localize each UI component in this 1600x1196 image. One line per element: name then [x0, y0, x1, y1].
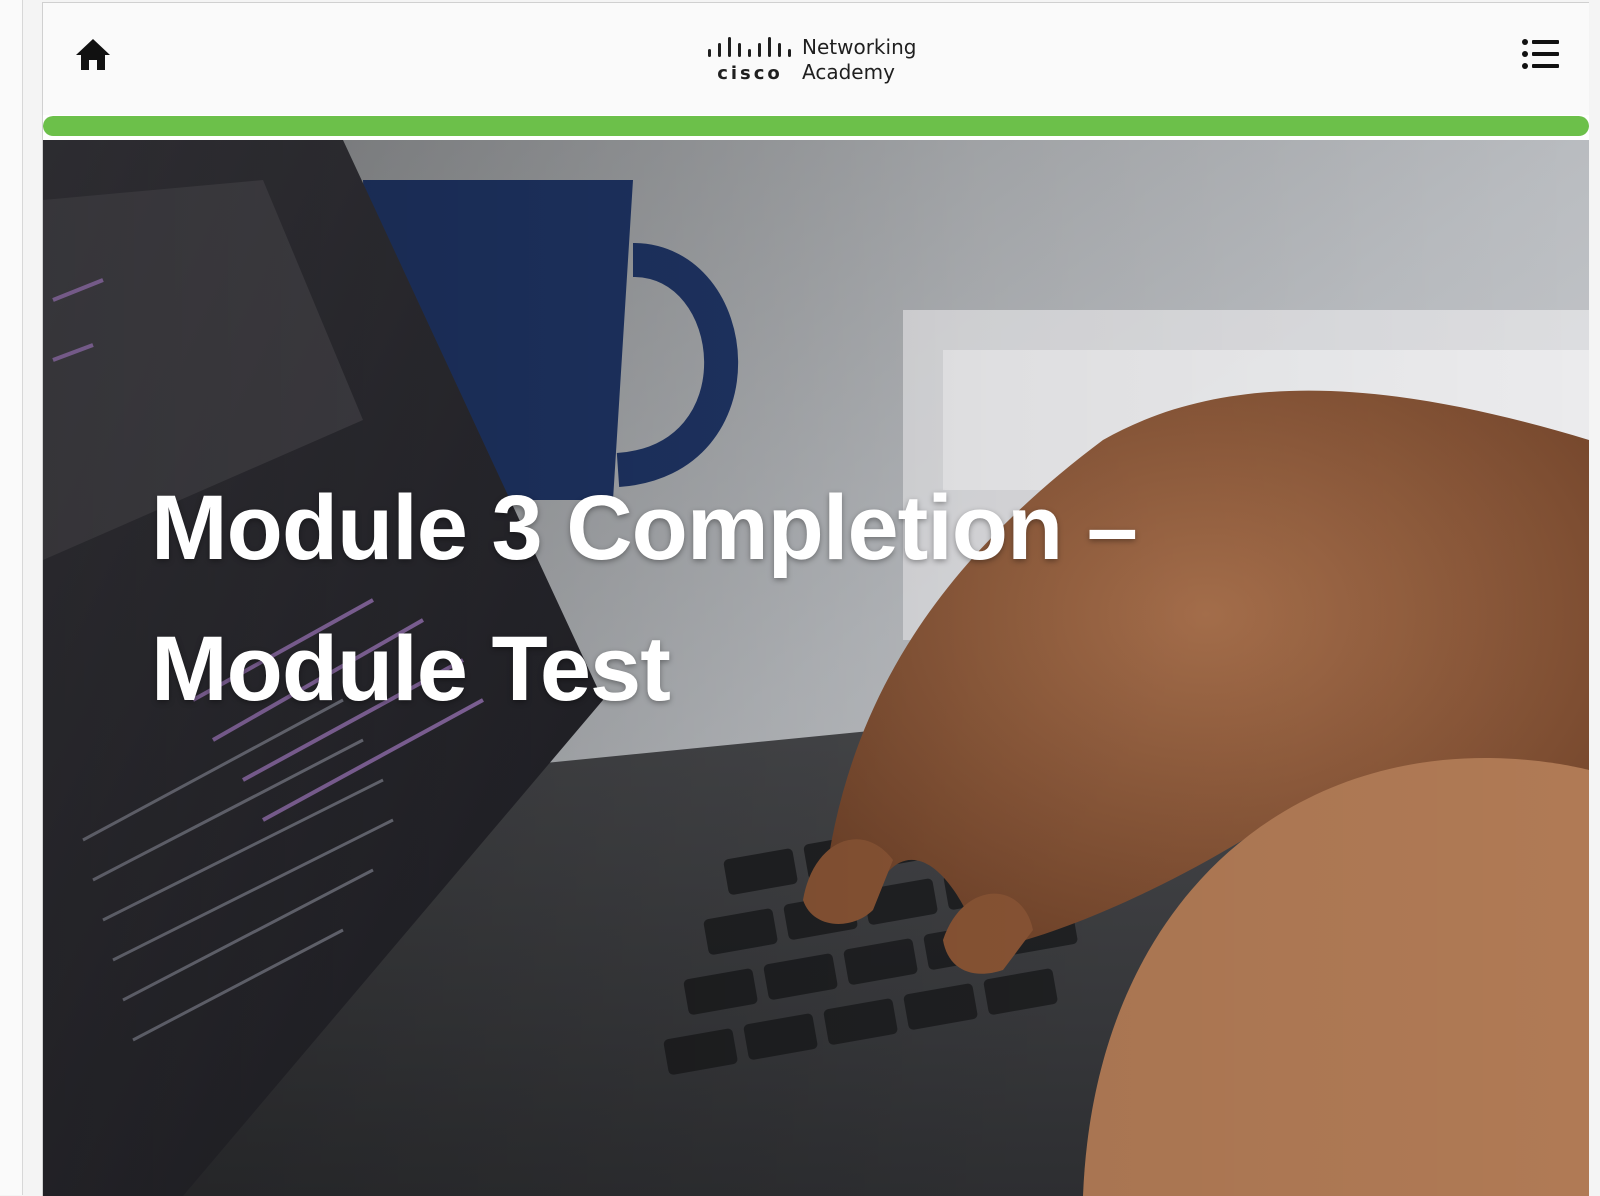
progress-fill: [43, 116, 1589, 136]
top-bar: cisco Networking Academy: [43, 3, 1589, 115]
menu-button[interactable]: [1521, 37, 1561, 73]
home-button[interactable]: [73, 35, 113, 75]
cisco-bridge-logo: cisco: [708, 37, 791, 84]
left-scroll-gutter: [0, 0, 23, 1195]
logo-text: Networking Academy: [802, 35, 916, 85]
logo-line-networking: Networking: [802, 35, 917, 59]
home-icon: [76, 39, 110, 70]
module-title: Module 3 Completion – Module Test: [151, 477, 1138, 720]
hero-banner: Module 3 Completion – Module Test: [43, 140, 1589, 1196]
hero-background-image: [43, 140, 1589, 1196]
course-progress-bar: [43, 116, 1589, 136]
logo-line-academy: Academy: [802, 60, 895, 84]
course-page: cisco Networking Academy: [42, 2, 1589, 1196]
cisco-wordmark: cisco: [717, 63, 783, 84]
cisco-networking-academy-logo: cisco Networking Academy: [706, 33, 936, 93]
list-menu-icon: [1522, 39, 1559, 69]
